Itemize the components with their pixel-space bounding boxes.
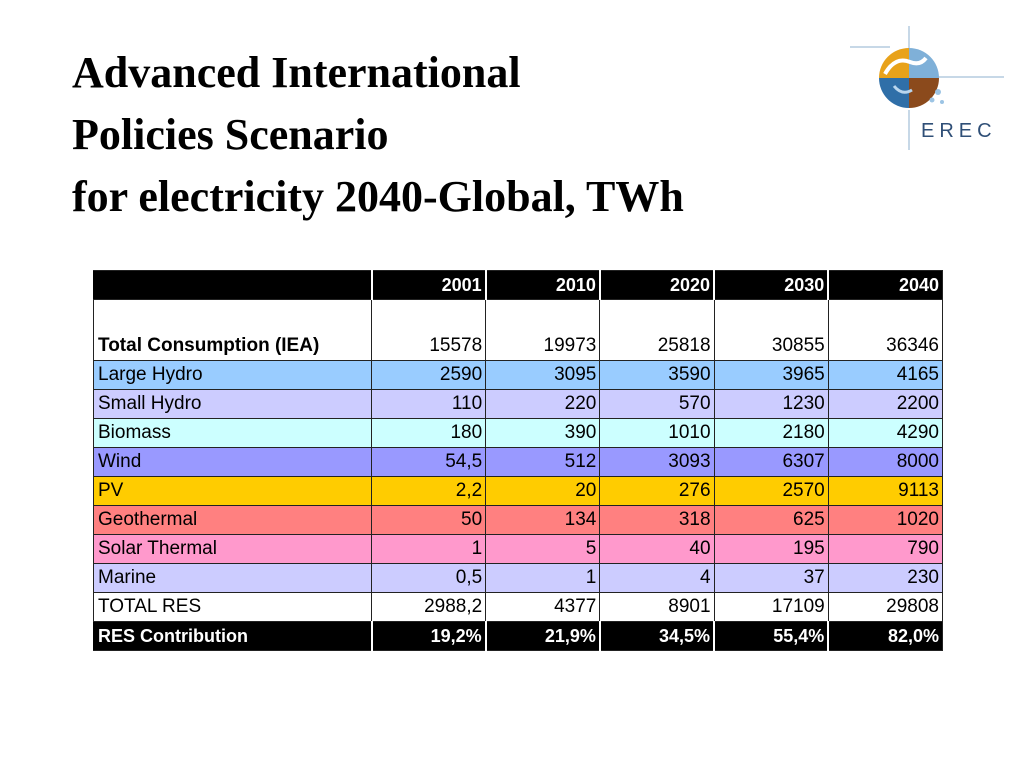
row-label: Geothermal bbox=[93, 505, 372, 535]
value-cell: 8901 bbox=[599, 592, 715, 622]
table-row: Biomass 180 390 1010 2180 4290 bbox=[93, 418, 944, 448]
value-cell: 110 bbox=[370, 389, 487, 419]
table-row: Marine 0,5 1 4 37 230 bbox=[93, 563, 944, 593]
value-cell: 25818 bbox=[599, 299, 715, 361]
title-line-1: Advanced International bbox=[72, 48, 521, 97]
value-cell: 2,2 bbox=[370, 476, 487, 506]
value-cell: 4290 bbox=[827, 418, 944, 448]
table-row: TOTAL RES 2988,2 4377 8901 17109 29808 bbox=[93, 592, 944, 622]
electricity-table: 2001 2010 2020 2030 2040 Total Consumpti… bbox=[93, 270, 944, 651]
row-label: Total Consumption (IEA) bbox=[93, 299, 372, 361]
value-cell: 4165 bbox=[827, 360, 944, 390]
value-cell: 180 bbox=[370, 418, 487, 448]
value-cell: 29808 bbox=[827, 592, 944, 622]
value-cell: 512 bbox=[485, 447, 601, 477]
table-row: Large Hydro 2590 3095 3590 3965 4165 bbox=[93, 360, 944, 390]
value-cell: 40 bbox=[599, 534, 715, 564]
value-cell: 1020 bbox=[827, 505, 944, 535]
value-cell: 1 bbox=[370, 534, 487, 564]
title-line-3: for electricity 2040-Global, TWh bbox=[72, 172, 684, 221]
row-label: Large Hydro bbox=[93, 360, 372, 390]
row-label: Marine bbox=[93, 563, 372, 593]
value-cell: 318 bbox=[599, 505, 715, 535]
value-cell: 220 bbox=[485, 389, 601, 419]
row-label: Wind bbox=[93, 447, 372, 477]
value-cell: 2180 bbox=[713, 418, 829, 448]
value-cell: 1010 bbox=[599, 418, 715, 448]
row-label: Small Hydro bbox=[93, 389, 372, 419]
table-row: Total Consumption (IEA) 15578 19973 25818 30… bbox=[93, 299, 944, 361]
value-cell: 3590 bbox=[599, 360, 715, 390]
value-cell: 2200 bbox=[827, 389, 944, 419]
row-label: Solar Thermal bbox=[93, 534, 372, 564]
table-row: Small Hydro 110 220 570 1230 2200 bbox=[93, 389, 944, 419]
value-cell: 2590 bbox=[370, 360, 487, 390]
header-empty-cell bbox=[93, 270, 373, 300]
value-cell: 34,5% bbox=[598, 621, 715, 651]
row-label: PV bbox=[93, 476, 372, 506]
value-cell: 17109 bbox=[713, 592, 829, 622]
value-cell: 195 bbox=[713, 534, 829, 564]
value-cell: 2988,2 bbox=[370, 592, 487, 622]
erec-logo bbox=[850, 26, 1004, 150]
value-cell: 4377 bbox=[485, 592, 601, 622]
year-header-2020: 2020 bbox=[598, 270, 715, 300]
table-row: Solar Thermal 1 5 40 195 790 bbox=[93, 534, 944, 564]
row-label: RES Contribution bbox=[93, 621, 373, 651]
value-cell: 2570 bbox=[713, 476, 829, 506]
value-cell: 55,4% bbox=[713, 621, 829, 651]
value-cell: 3965 bbox=[713, 360, 829, 390]
value-cell: 19,2% bbox=[370, 621, 487, 651]
value-cell: 36346 bbox=[827, 299, 944, 361]
res-contribution-row: RES Contribution 19,2% 21,9% 34,5% 55,4% 82,0… bbox=[93, 621, 944, 651]
table-row: Geothermal 50 134 318 625 1020 bbox=[93, 505, 944, 535]
row-label: Biomass bbox=[93, 418, 372, 448]
value-cell: 0,5 bbox=[370, 563, 487, 593]
value-cell: 50 bbox=[370, 505, 487, 535]
value-cell: 5 bbox=[485, 534, 601, 564]
value-cell: 625 bbox=[713, 505, 829, 535]
title-line-2: Policies Scenario bbox=[72, 110, 389, 159]
value-cell: 570 bbox=[599, 389, 715, 419]
value-cell: 3095 bbox=[485, 360, 601, 390]
value-cell: 30855 bbox=[713, 299, 829, 361]
value-cell: 6307 bbox=[713, 447, 829, 477]
slide-title: Advanced International Policies Scenario… bbox=[72, 42, 684, 228]
value-cell: 4 bbox=[599, 563, 715, 593]
year-header-2030: 2030 bbox=[713, 270, 829, 300]
table-header-row: 2001 2010 2020 2030 2040 bbox=[93, 270, 944, 300]
table-row: Wind 54,5 512 3093 6307 8000 bbox=[93, 447, 944, 477]
value-cell: 15578 bbox=[370, 299, 487, 361]
value-cell: 790 bbox=[827, 534, 944, 564]
value-cell: 1230 bbox=[713, 389, 829, 419]
value-cell: 390 bbox=[485, 418, 601, 448]
year-header-2010: 2010 bbox=[484, 270, 601, 300]
value-cell: 8000 bbox=[827, 447, 944, 477]
value-cell: 3093 bbox=[599, 447, 715, 477]
value-cell: 230 bbox=[827, 563, 944, 593]
row-label: TOTAL RES bbox=[93, 592, 372, 622]
value-cell: 21,9% bbox=[484, 621, 601, 651]
year-header-2040: 2040 bbox=[827, 270, 944, 300]
value-cell: 276 bbox=[599, 476, 715, 506]
value-cell: 1 bbox=[485, 563, 601, 593]
value-cell: 54,5 bbox=[370, 447, 487, 477]
value-cell: 9113 bbox=[827, 476, 944, 506]
year-header-2001: 2001 bbox=[370, 270, 487, 300]
logo-text: EREC bbox=[921, 120, 997, 142]
value-cell: 20 bbox=[485, 476, 601, 506]
value-cell: 37 bbox=[713, 563, 829, 593]
value-cell: 19973 bbox=[485, 299, 601, 361]
value-cell: 134 bbox=[485, 505, 601, 535]
table-row: PV 2,2 20 276 2570 9113 bbox=[93, 476, 944, 506]
value-cell: 82,0% bbox=[827, 621, 944, 651]
